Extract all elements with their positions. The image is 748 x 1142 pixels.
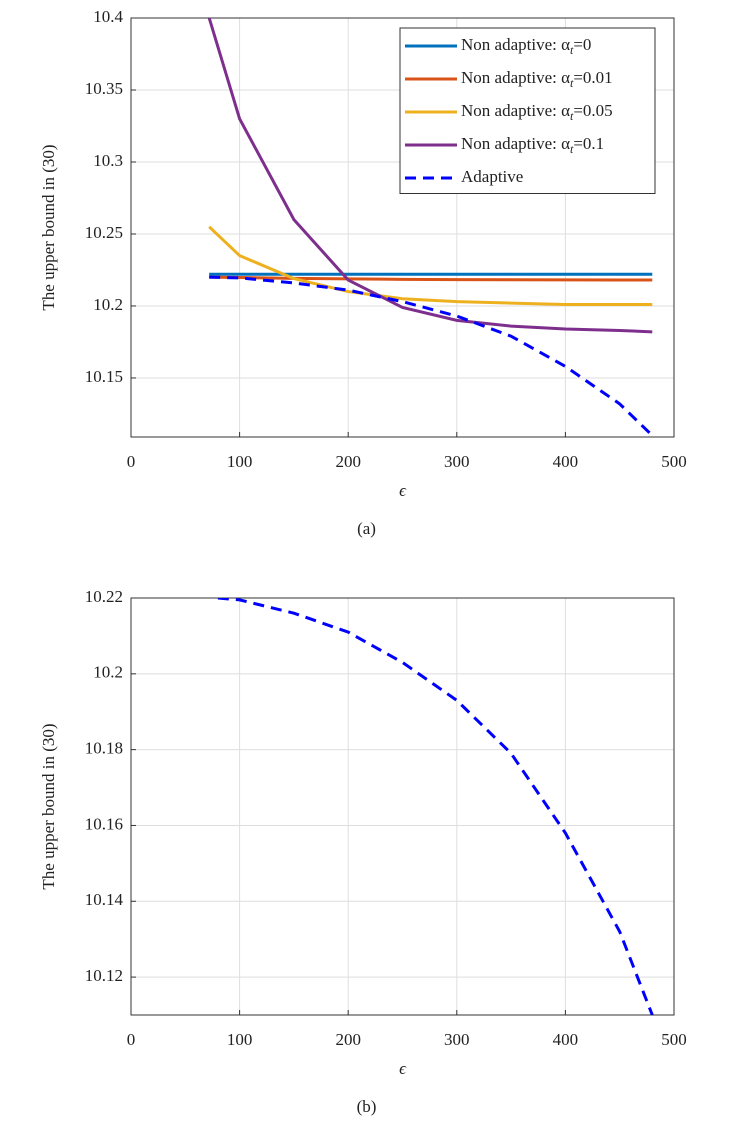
caption: (b) — [357, 1097, 377, 1116]
y-axis-label: The upper bound in (30) — [39, 723, 58, 889]
x-tick-label: 300 — [444, 452, 470, 471]
y-tick-label: 10.2 — [93, 663, 123, 682]
series-line — [209, 275, 654, 437]
x-tick-label: 200 — [335, 1030, 361, 1049]
x-axis-label: ϵ — [399, 481, 407, 500]
x-tick-label: 400 — [553, 452, 579, 471]
series-line — [217, 598, 654, 1015]
y-tick-label: 10.16 — [85, 814, 123, 833]
y-tick-label: 10.3 — [93, 151, 123, 170]
plot-area — [217, 598, 654, 1015]
x-tick-label: 100 — [227, 1030, 253, 1049]
y-tick-label: 10.4 — [93, 7, 123, 26]
x-tick-label: 300 — [444, 1030, 470, 1049]
y-tick-label: 10.2 — [93, 295, 123, 314]
x-tick-label: 500 — [661, 1030, 687, 1049]
y-tick-label: 10.12 — [85, 966, 123, 985]
legend: Non adaptive: αt=0 Non adaptive: αt=0.01 N… — [399, 27, 656, 194]
x-tick-label: 0 — [127, 452, 136, 471]
y-tick-label: 10.15 — [85, 367, 123, 386]
y-tick-label: 10.14 — [85, 890, 124, 909]
y-axis-label: The upper bound in (30) — [39, 144, 58, 310]
x-tick-label: 200 — [335, 452, 361, 471]
x-tick-label: 400 — [553, 1030, 579, 1049]
subplot: 0 100 200 300 400 500 10.15 10.2 10.25 10.3 10.35 1… — [39, 7, 687, 538]
legend-label: Non adaptive: αt=0.01 — [461, 68, 613, 90]
series-line — [208, 225, 653, 307]
y-tick-label: 10.25 — [85, 223, 123, 242]
caption: (a) — [357, 519, 376, 538]
legend-label: Adaptive — [461, 167, 523, 186]
plot-area — [207, 18, 654, 437]
x-tick-label: 500 — [661, 452, 687, 471]
y-tick-label: 10.18 — [85, 739, 123, 758]
x-axis-label: ϵ — [399, 1059, 407, 1078]
series-line — [207, 18, 653, 334]
y-tick-label: 10.22 — [85, 587, 123, 606]
plot-frame — [130, 597, 675, 1016]
legend-label: Non adaptive: αt=0 — [461, 35, 591, 57]
y-tick-label: 10.35 — [85, 79, 123, 98]
x-tick-label: 0 — [127, 1030, 136, 1049]
legend-label: Non adaptive: αt=0.05 — [461, 101, 613, 123]
plot-frame — [130, 17, 675, 438]
subplot: 0 100 200 300 400 500 10.12 10.14 10.16 10.18 10.2… — [39, 587, 687, 1116]
x-tick-label: 100 — [227, 452, 253, 471]
legend-label: Non adaptive: αt=0.1 — [461, 134, 604, 156]
series-line — [209, 275, 653, 282]
